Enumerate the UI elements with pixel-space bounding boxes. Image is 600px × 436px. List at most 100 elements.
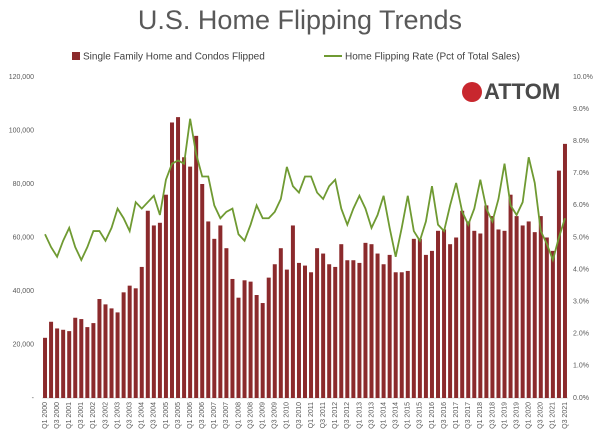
y2-tick-label: 5.0% (573, 234, 589, 241)
bar (43, 337, 48, 398)
y-tick-label: 100,000 (9, 127, 34, 134)
x-tick-label: Q3 2007 (223, 402, 230, 429)
bar (460, 210, 465, 398)
x-tick-label: Q1 2013 (356, 402, 363, 429)
bar (339, 244, 344, 398)
x-tick-label: Q1 2004 (139, 402, 146, 429)
y-tick-label: 40,000 (13, 288, 35, 295)
bar (417, 238, 422, 398)
bar (260, 303, 265, 398)
bar (151, 225, 156, 398)
line (44, 118, 566, 263)
y2-tick-label: 1.0% (573, 363, 589, 370)
bar (212, 238, 217, 398)
x-tick-label: Q1 2001 (66, 402, 73, 429)
x-tick-label: Q1 2008 (235, 402, 242, 429)
x-tick-label: Q1 2018 (477, 402, 484, 429)
logo-text: ATTOM (484, 79, 560, 104)
bar (49, 321, 54, 398)
bar (333, 266, 338, 398)
bar (133, 288, 138, 398)
x-tick-label: Q3 2012 (344, 402, 351, 429)
bar (169, 122, 174, 398)
bar (79, 319, 84, 398)
y2-tick-label: 7.0% (573, 170, 589, 177)
bar (200, 184, 205, 398)
x-tick-label: Q1 2017 (453, 402, 460, 429)
bar (321, 253, 326, 398)
bar (103, 304, 108, 398)
bar (526, 221, 531, 398)
y2-tick-label: 4.0% (573, 266, 589, 273)
bar (55, 328, 60, 398)
bar (61, 329, 66, 398)
bar (278, 248, 283, 398)
bar (351, 260, 356, 398)
bar (290, 225, 295, 398)
legend-label: Home Flipping Rate (Pct of Total Sales) (345, 52, 520, 63)
x-tick-label: Q3 2000 (54, 402, 61, 429)
x-tick-label: Q3 2017 (465, 402, 472, 429)
bar (387, 254, 392, 398)
bar (436, 230, 441, 398)
bar (544, 237, 549, 398)
x-tick-label: Q1 2014 (380, 402, 387, 429)
x-tick-label: Q3 2018 (489, 402, 496, 429)
bar (176, 117, 181, 398)
x-tick-label: Q3 2005 (175, 402, 182, 429)
bar (357, 262, 362, 398)
x-tick-label: Q3 2004 (151, 402, 158, 429)
bar (405, 270, 410, 398)
y2-tick-label: 6.0% (573, 202, 589, 209)
x-tick-label: Q3 2003 (127, 402, 134, 429)
x-tick-label: Q3 2020 (538, 402, 545, 429)
bar (272, 264, 277, 398)
x-tick-label: Q1 2012 (332, 402, 339, 429)
bar (73, 317, 78, 398)
bar (550, 250, 555, 398)
bar (121, 292, 126, 398)
x-tick-label: Q1 2021 (550, 402, 557, 429)
legend-label: Single Family Home and Condos Flipped (83, 52, 265, 63)
bar (97, 299, 102, 398)
y2-tick-label: 0.0% (573, 395, 589, 402)
bar (248, 281, 253, 398)
bar (309, 272, 314, 398)
bar (393, 272, 398, 398)
y-tick-label: 20,000 (13, 341, 35, 348)
bar (85, 327, 90, 398)
x-tick-label: Q3 2021 (562, 402, 569, 429)
y-tick-label: - (32, 395, 35, 402)
bar (188, 166, 193, 398)
bar (538, 216, 543, 398)
bar (163, 194, 168, 398)
bar (345, 260, 350, 398)
x-tick-label: Q3 2001 (78, 402, 85, 429)
bar (194, 135, 199, 398)
x-tick-label: Q1 2010 (284, 402, 291, 429)
bar (490, 216, 495, 398)
y2-tick-label: 9.0% (573, 106, 589, 113)
bar (478, 233, 483, 398)
x-tick-label: Q1 2011 (308, 402, 315, 428)
x-tick-label: Q1 2002 (90, 402, 97, 429)
bar (375, 253, 380, 398)
bar (230, 278, 235, 398)
chart-title: U.S. Home Flipping Trends (138, 5, 462, 35)
bar (127, 285, 132, 398)
bar (381, 264, 386, 398)
x-tick-label: Q1 2019 (501, 402, 508, 429)
bar (303, 265, 307, 398)
bar (429, 250, 434, 398)
x-tick-label: Q3 2013 (368, 402, 375, 429)
bar (91, 323, 96, 398)
x-tick-label: Q3 2011 (320, 402, 327, 428)
x-tick-label: Q3 2002 (102, 402, 109, 429)
bar (472, 230, 477, 398)
x-tick-label: Q1 2016 (429, 402, 436, 429)
x-tick-label: Q3 2019 (513, 402, 520, 429)
y-tick-label: 120,000 (9, 74, 34, 81)
bar (484, 205, 489, 398)
bar (454, 237, 459, 398)
bar (242, 280, 247, 398)
